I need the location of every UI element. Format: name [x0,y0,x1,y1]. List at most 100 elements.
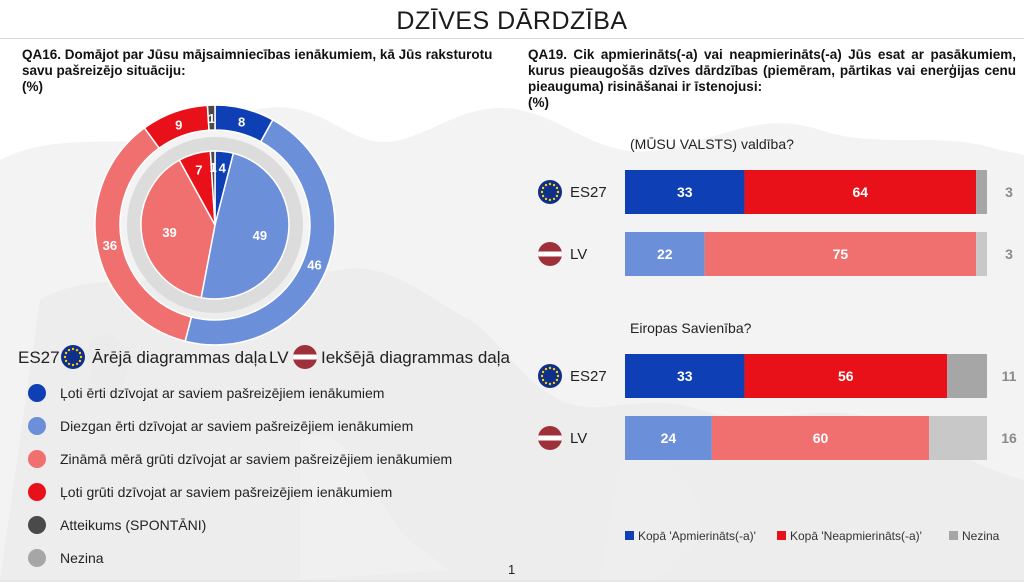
bar-segment [711,416,930,460]
bar-value-label: 11 [1002,368,1017,384]
legend-dot [28,483,46,501]
donut-inner-label: 1 [210,160,217,175]
eu-star [71,363,75,367]
donut-inner-slice [200,152,290,300]
left-question-text: QA16. Domājot par Jūsu mājsaimniecības i… [22,47,493,78]
eu-flag-icon [538,364,562,388]
eu-star [548,382,552,386]
bar-row-label: LV [570,246,587,263]
legend-item-label: Diezgan ērti dzīvojat ar saviem pašreizē… [60,418,414,434]
bar-value-label: 24 [661,430,677,446]
eu-star [541,194,545,198]
eu-star [548,182,552,186]
eu-star [544,183,548,187]
donut-outer-label: 8 [238,114,245,129]
bar-value-label: 60 [813,430,829,446]
eu-star [555,186,559,190]
eu-star [555,194,559,198]
eu-star [552,183,556,187]
eu-star [541,378,545,382]
eu-flag-icon [61,345,85,369]
bar-segment [744,170,977,214]
eu-star [78,359,82,363]
lv-flag-icon [538,242,562,266]
eu-star [555,370,559,374]
legend-item-label: Atteikums (SPONTĀNI) [60,517,207,533]
bar-segment [704,232,977,276]
donut-outer-label: 36 [103,238,117,253]
bar-value-label: 16 [1001,430,1017,446]
bar-chart: (MŪSU VALSTS) valdība? ES27 33 64 3 LV 22 75 3 Ei… [538,136,1017,543]
right-question-unit: (%) [528,95,549,110]
page-title: DZĪVES DĀRDZĪBA [396,7,628,35]
donut-inner-label: 49 [253,228,267,243]
eu-star [64,351,68,355]
bar-row-label: LV [570,430,587,447]
eu-star [79,355,83,359]
donut-inner-label: 7 [195,162,202,177]
eu-flag-icon [538,180,562,204]
donut-outer-slice [206,104,216,131]
eu-star [552,367,556,371]
eu-star [71,347,75,351]
donut-inner-ring [140,150,290,300]
bar-chart-content: (MŪSU VALSTS) valdība? ES27 33 64 3 LV 22 75 3 Ei… [538,136,1017,460]
eu-star [552,197,556,201]
eu-star [75,348,79,352]
legend-item-label: Nezina [60,550,104,566]
eu-star [67,362,71,366]
legend-lv-label: LV [269,348,289,367]
right-question: QA19. Cik apmierināts(-a) vai neapmierin… [528,47,1016,111]
eu-star [540,374,544,378]
bar-segment [947,354,987,398]
legend-es27-label: ES27 [18,348,60,367]
bar-segment [976,232,987,276]
eu-star [544,367,548,371]
eu-star [67,348,71,352]
bar-row-label: ES27 [570,368,607,385]
donut-outer-label: 1 [208,111,215,126]
eu-star [544,197,548,201]
bar-legend: Kopā 'Apmierināts(-a)' Kopā 'Neapmierināt… [625,529,1000,543]
eu-star [540,190,544,194]
bar-segment [625,170,745,214]
donut-outer-label: 46 [307,257,321,272]
bar-legend-label: Kopā 'Neapmierināts(-a)' [790,529,922,543]
bar-group-title: (MŪSU VALSTS) valdība? [630,136,794,152]
bar-value-label: 33 [677,368,693,384]
donut-inner-slice [140,159,216,299]
page-number: 1 [508,562,516,577]
bar-legend-swatch [625,531,634,540]
eu-star [78,351,82,355]
bar-segment [625,232,705,276]
eu-star [75,362,79,366]
bar-segment [744,354,948,398]
right-question-text: QA19. Cik apmierināts(-a) vai neapmierin… [528,47,1016,94]
legend-dot [28,450,46,468]
bar-legend-swatch [949,531,958,540]
bar-segment [625,354,745,398]
eu-star [556,374,560,378]
bar-value-label: 56 [838,368,854,384]
left-question-unit: (%) [22,79,43,94]
bar-legend-swatch [777,531,786,540]
eu-star [556,190,560,194]
left-question: QA16. Domājot par Jūsu mājsaimniecības i… [22,47,502,95]
bottom-divider [0,580,1024,582]
donut-inner-label: 39 [162,225,176,240]
legend-inner-label: Iekšējā diagrammas daļa [321,348,510,367]
eu-star [544,381,548,385]
bar-value-label: 3 [1005,184,1013,200]
bar-value-label: 33 [677,184,693,200]
eu-star [555,378,559,382]
legend-dot [28,516,46,534]
bar-group-title: Eiropas Savienība? [630,320,752,336]
legend-item-label: Ļoti ērti dzīvojat ar saviem pašreizējie… [60,385,385,401]
bar-legend-label: Nezina [962,529,1000,543]
title-bar: DZĪVES DĀRDZĪBA [0,0,1024,39]
lv-flag-icon [293,345,317,369]
eu-star [548,198,552,202]
eu-star [548,366,552,370]
